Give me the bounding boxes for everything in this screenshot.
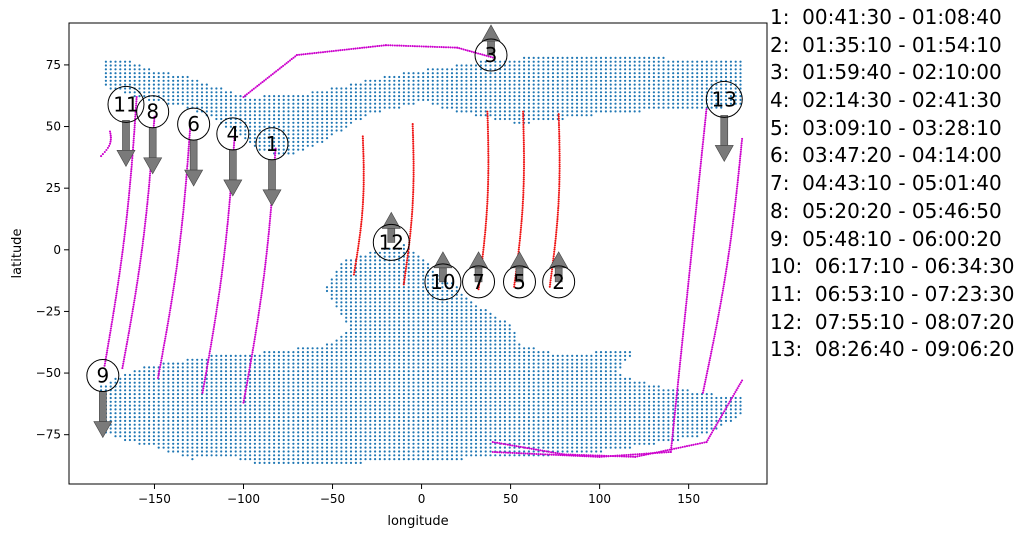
marker-label: 4: [226, 122, 239, 146]
y-axis-ticks: −75 −50 −25 0 25 50 75: [36, 58, 69, 442]
pass-marker-6: 6: [177, 107, 211, 187]
y-tick-label: −75: [36, 428, 61, 442]
pass-marker-1: 1: [255, 127, 289, 207]
x-tick: −100: [227, 484, 260, 506]
legend-entry: 13: 08:26:40 - 09:06:20: [770, 337, 1015, 362]
x-tick: 0: [418, 484, 426, 506]
pass-marker-2: 2: [542, 251, 576, 299]
pass-track: [156, 127, 192, 380]
pass-track: [548, 113, 561, 288]
x-tick-label: −50: [320, 492, 345, 506]
marker-label: 11: [113, 92, 138, 116]
land-region-south: [100, 244, 742, 464]
marker-label: 7: [472, 270, 485, 294]
land-dots: [100, 56, 742, 464]
legend-entry: 8: 05:20:20 - 05:46:50: [770, 198, 1002, 223]
y-tick: 25: [46, 181, 69, 195]
x-tick-label: 0: [418, 492, 426, 506]
x-axis-ticks: −150 −100 −50 0 50 100 150: [138, 484, 700, 506]
pass-marker-9: 9: [86, 359, 120, 439]
legend-entry: 1: 00:41:30 - 01:08:40: [770, 5, 1002, 29]
x-axis-label: longitude: [387, 514, 448, 529]
x-tick: 100: [588, 484, 611, 506]
pass-track: [103, 95, 138, 367]
arrow-down-icon: [122, 120, 130, 151]
y-tick-label: −25: [36, 304, 61, 318]
legend-entry: 12: 07:55:10 - 08:07:20: [770, 309, 1015, 334]
marker-label: 10: [430, 270, 455, 294]
pass-time-legend: 1: 00:41:30 - 01:08:40 2: 01:35:10 - 01:…: [770, 4, 1014, 364]
y-tick: 75: [46, 58, 69, 72]
y-tick: −75: [36, 428, 69, 442]
marker-label: 6: [187, 112, 200, 136]
legend-entry: 4: 02:14:30 - 02:41:30: [770, 88, 1002, 113]
legend-entry: 2: 01:35:10 - 01:54:10: [770, 32, 1002, 57]
y-tick: 50: [46, 120, 69, 134]
marker-label: 9: [96, 364, 109, 388]
pass-marker-8: 8: [136, 95, 170, 175]
marker-label: 1: [266, 132, 279, 156]
y-tick-label: 50: [46, 120, 61, 134]
pass-marker-13: 13: [705, 80, 743, 163]
pass-marker-5: 5: [502, 251, 536, 299]
x-tick: −50: [320, 484, 345, 506]
legend-entry: 5: 03:09:10 - 03:28:10: [770, 115, 1002, 140]
pass-track: [100, 130, 112, 158]
x-tick-label: −100: [227, 492, 260, 506]
marker-label: 2: [552, 270, 565, 294]
x-tick: 150: [677, 484, 700, 506]
y-tick-label: −50: [36, 366, 61, 380]
arrow-down-icon: [99, 391, 107, 422]
x-tick-label: −150: [138, 492, 171, 506]
legend-entry: 11: 06:53:10 - 07:23:30: [770, 281, 1015, 306]
marker-label: 12: [379, 230, 404, 254]
arrow-down-icon: [148, 127, 157, 159]
x-tick-label: 50: [503, 492, 518, 506]
arrow-down-icon: [229, 149, 237, 181]
legend-entry: 6: 03:47:20 - 04:14:00: [770, 143, 1002, 168]
arrow-down-icon: [720, 115, 729, 146]
pass-track: [121, 115, 156, 370]
pass-track: [491, 379, 744, 458]
pass-marker-10: 10: [424, 251, 462, 301]
pass-track: [701, 137, 744, 394]
legend-entry: 7: 04:43:10 - 05:01:40: [770, 171, 1002, 196]
legend-entry: 9: 05:48:10 - 06:00:20: [770, 226, 1002, 251]
legend-entry: 10: 06:17:10 - 06:34:30: [770, 254, 1015, 279]
pass-marker-4: 4: [216, 117, 250, 197]
y-tick: −50: [36, 366, 69, 380]
marker-label: 5: [513, 270, 526, 294]
pass-marker-11: 11: [107, 85, 145, 167]
y-tick: −25: [36, 304, 69, 318]
y-tick-label: 75: [46, 58, 61, 72]
x-tick: −150: [138, 484, 171, 506]
x-tick-label: 100: [588, 492, 611, 506]
y-tick-label: 0: [53, 243, 61, 257]
pass-track: [242, 44, 494, 99]
land-region-north: [104, 56, 742, 155]
x-tick-label: 150: [677, 492, 700, 506]
marker-label: 13: [712, 87, 737, 111]
pass-track: [352, 135, 365, 276]
y-axis-label: latitude: [10, 229, 25, 279]
arrow-down-icon: [189, 139, 198, 171]
legend-entry: 3: 01:59:40 - 02:10:00: [770, 60, 1002, 85]
arrow-down-icon: [268, 159, 276, 191]
pass-marker-12: 12: [372, 211, 410, 261]
pass-marker-3: 3: [474, 24, 508, 72]
marker-label: 8: [146, 100, 159, 124]
y-tick-label: 25: [46, 181, 61, 195]
plot-frame: [68, 22, 768, 485]
y-tick: 0: [53, 243, 69, 257]
satellite-passes: [100, 44, 744, 458]
x-tick: 50: [503, 484, 518, 506]
marker-label: 3: [485, 43, 498, 67]
pass-track: [402, 123, 415, 286]
pass-marker-7: 7: [462, 251, 496, 299]
